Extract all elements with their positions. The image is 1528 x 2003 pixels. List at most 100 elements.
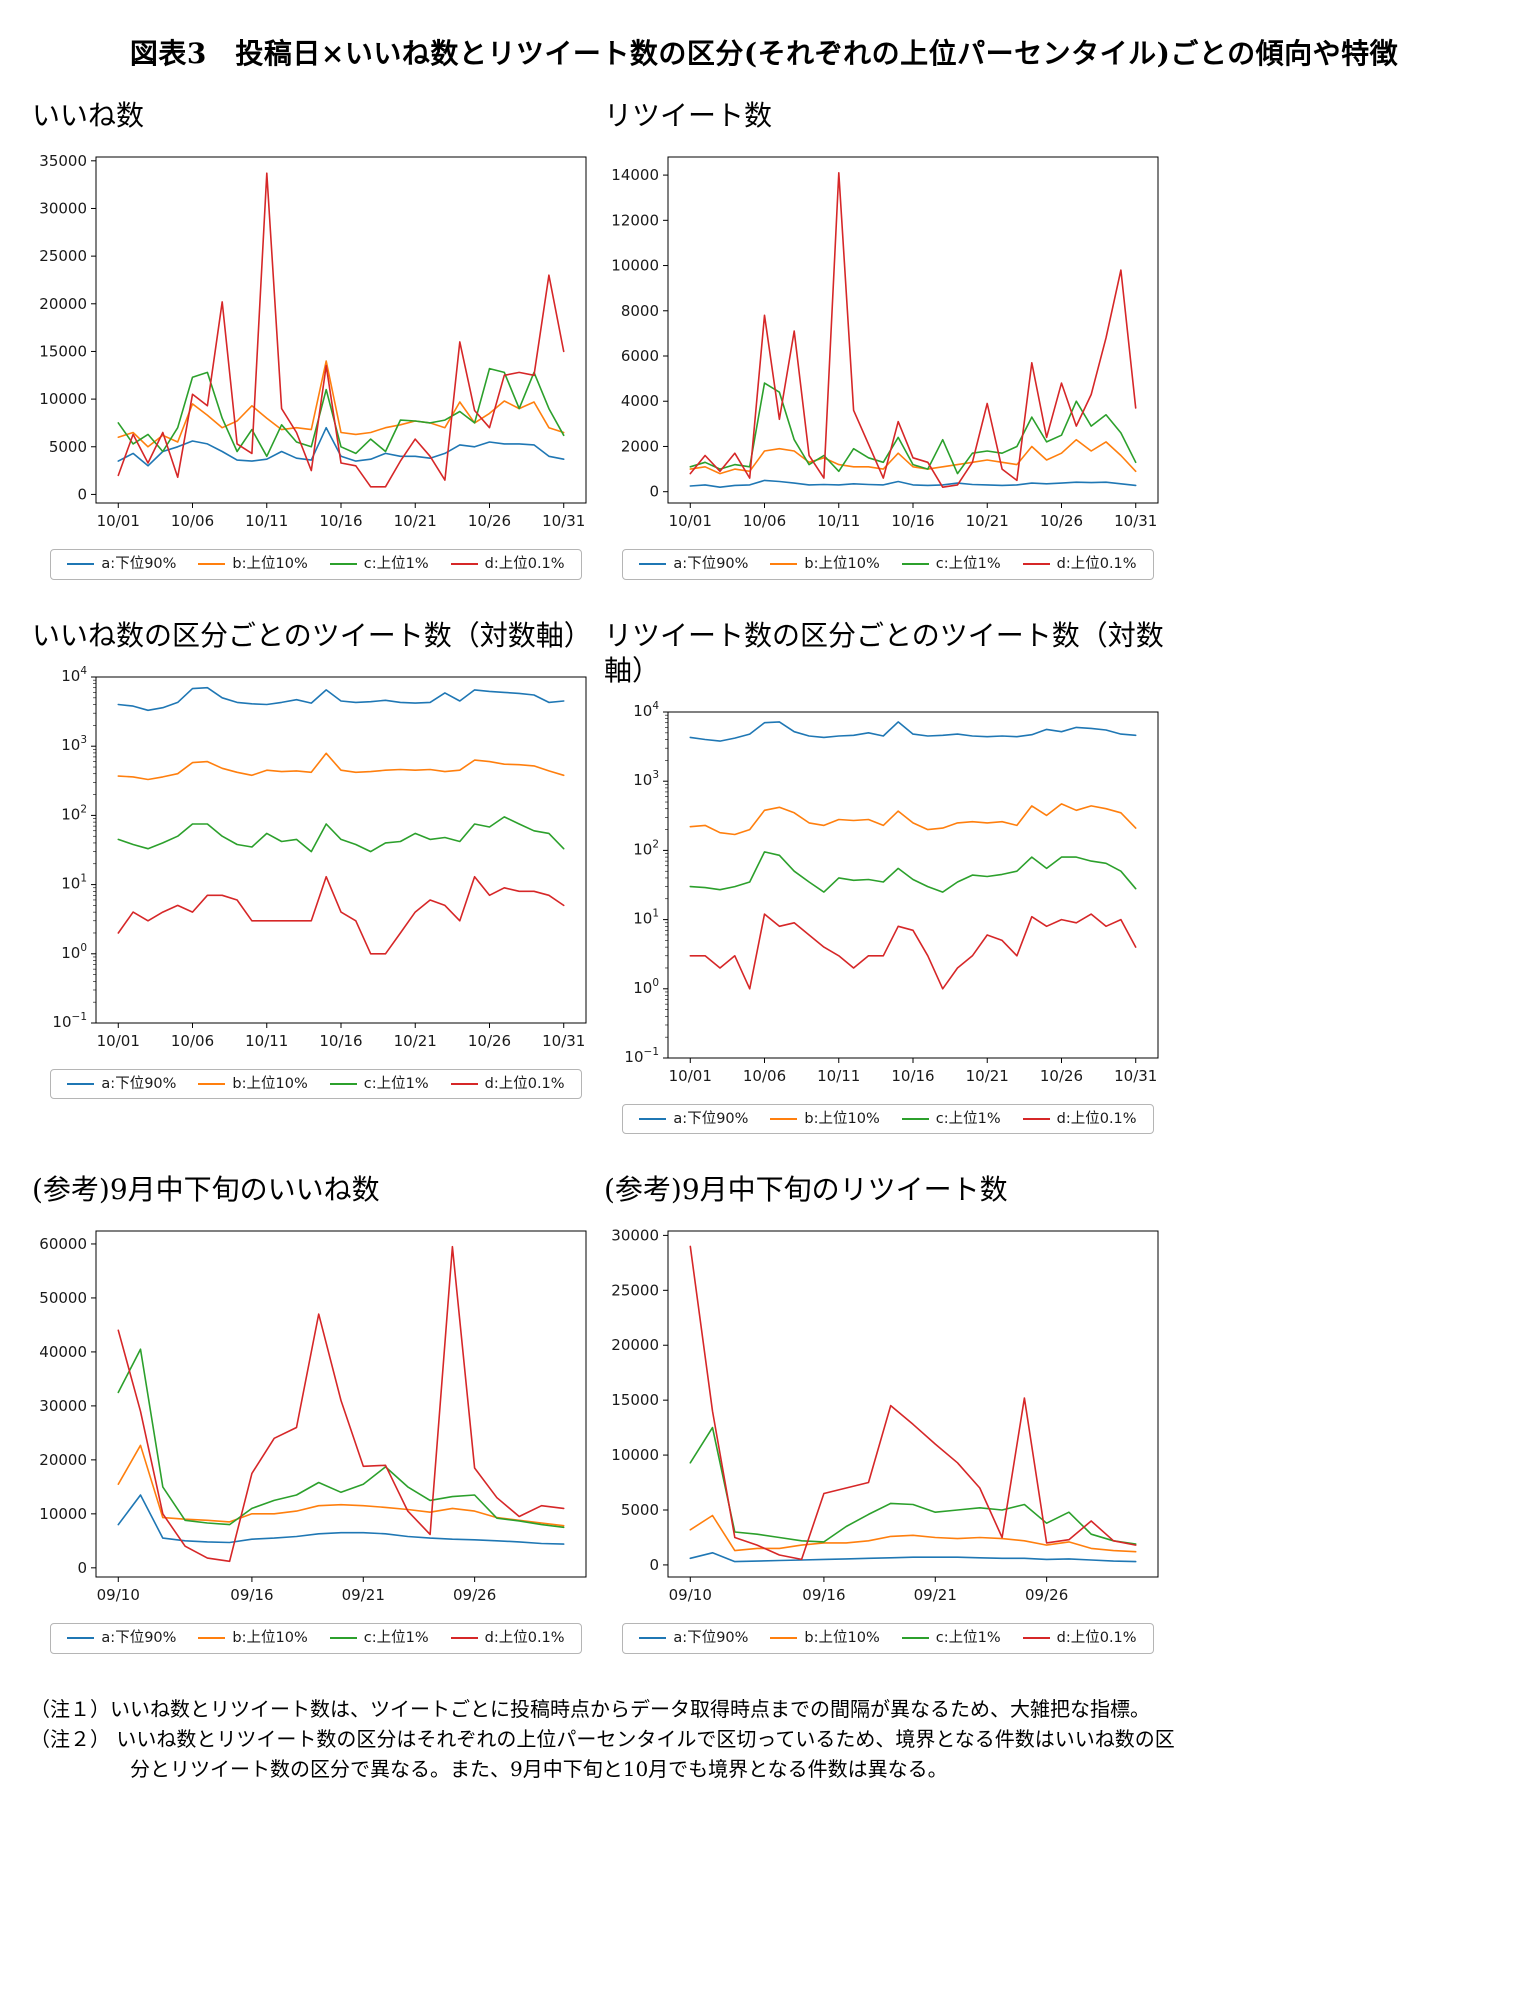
legend-line-swatch [67,563,95,566]
chart-legend-likes-log: a:下位90% b:上位10% c:上位1% d:上位0.1% [50,1068,582,1099]
chart-title-likes-october: いいね数 [32,99,145,132]
svg-text:0: 0 [649,483,659,501]
legend-item: a:下位90% [67,1631,176,1646]
svg-text:10/31: 10/31 [542,1032,585,1050]
svg-text:10/11: 10/11 [817,1067,860,1085]
legend-wrap: a:下位90% b:上位10% c:上位1% d:上位0.1% [30,1068,602,1099]
legend-label: c:上位1% [935,1630,1001,1646]
legend-line-swatch [770,1637,798,1640]
svg-text:10/01: 10/01 [97,512,140,530]
legend-wrap: a:下位90% b:上位10% c:上位1% d:上位0.1% [30,1623,602,1654]
legend-label: b:上位10% [804,1630,880,1646]
chart-canvas-retweets-october: 0 2000 4000 6000 8000 10000 12000 14000 10/01 10/… [602,143,1174,543]
svg-text:09/16: 09/16 [802,1586,845,1604]
svg-text:10/21: 10/21 [966,512,1009,530]
series-line-d [117,172,565,488]
legend-item: a:下位90% [639,557,748,572]
svg-text:10/06: 10/06 [171,512,214,530]
svg-text:20000: 20000 [39,1451,87,1469]
page: 図表3 投稿日×いいね数とリツイート数の区分(それぞれの上位パーセンタイル)ごと… [30,37,1399,1781]
legend-line-swatch [329,1082,357,1085]
legend-line-swatch [198,1082,226,1085]
legend-label: d:上位0.1% [484,1630,565,1646]
series-line-b [689,802,1137,835]
legend-item: d:上位0.1% [450,1630,565,1646]
chart-title-likes-september: (参考)9月中下旬のいいね数 [32,1173,380,1206]
legend-wrap: a:下位90% b:上位10% c:上位1% d:上位0.1% [602,549,1174,580]
legend-line-swatch [639,563,667,566]
legend-label: a:下位90% [673,1110,749,1127]
svg-text:104: 104 [633,700,659,720]
svg-text:30000: 30000 [39,1397,87,1415]
figure-title: 図表3 投稿日×いいね数とリツイート数の区分(それぞれの上位パーセンタイル)ごと… [129,37,1399,70]
chart-svg-retweets-september: 0 5000 10000 15000 20000 25000 30000 09/10 09/16… [611,1226,1159,1604]
legend-label: a:下位90% [673,1630,749,1646]
series-line-c [689,850,1137,893]
legend-item: c:上位1% [329,1075,429,1092]
svg-text:10000: 10000 [611,1446,659,1464]
legend-item: c:上位1% [329,556,429,572]
svg-text:35000: 35000 [39,152,87,170]
legend-label: b:上位10% [232,1075,308,1092]
legend-label: c:上位1% [935,1110,1001,1127]
svg-text:10000: 10000 [611,257,659,275]
legend-line-swatch [450,563,478,566]
legend-item: a:下位90% [67,1076,176,1092]
chart-title-retweets-september: (参考)9月中下旬のリツイート数 [604,1173,1008,1206]
legend-item: b:上位10% [770,1111,880,1127]
legend-item: b:上位10% [770,556,880,572]
svg-text:103: 103 [633,769,659,789]
svg-text:10/11: 10/11 [245,512,288,530]
legend-item: c:上位1% [329,1631,429,1646]
svg-text:101: 101 [633,907,659,927]
chart-svg-retweets-october: 0 2000 4000 6000 8000 10000 12000 14000 10/01 10/… [611,156,1159,530]
series-line-c [117,1348,565,1529]
svg-text:10−1: 10−1 [624,1046,659,1066]
legend-label: d:上位0.1% [1056,1110,1137,1127]
chart-svg-retweets-tweet-count-log: 10−1 100 101 102 103 104 10/01 10/06 10/11 10/16 1… [624,700,1159,1085]
chart-legend-likes-september: a:下位90% b:上位10% c:上位1% d:上位0.1% [50,1623,582,1654]
legend-line-swatch [450,1082,478,1085]
svg-text:100: 100 [61,941,87,961]
legend-line-swatch [1022,1117,1050,1120]
legend-line-swatch [770,563,798,566]
svg-text:12000: 12000 [611,211,659,229]
legend-item: a:下位90% [67,557,176,572]
svg-text:10/16: 10/16 [891,512,934,530]
legend-label: c:上位1% [363,1075,429,1092]
legend-item: d:上位0.1% [450,1076,565,1092]
svg-text:09/21: 09/21 [342,1586,385,1604]
legend-item: d:上位0.1% [1022,1110,1137,1127]
series-line-b [117,360,565,448]
legend-label: c:上位1% [363,556,429,572]
svg-text:10/11: 10/11 [817,512,860,530]
series-line-a [117,1494,565,1545]
legend-item: b:上位10% [198,556,308,572]
svg-text:10/31: 10/31 [1114,1067,1157,1085]
svg-text:09/26: 09/26 [453,1586,496,1604]
legend-item: a:下位90% [639,1110,749,1127]
svg-text:6000: 6000 [621,347,659,365]
footnote-2: （注２） いいね数とリツイート数の区分はそれぞれの上位パーセンタイルで区切ってい… [30,1726,1175,1781]
series-line-d [689,912,1137,990]
chart-canvas-likes-september: 0 10000 20000 30000 40000 50000 60000 09/10 09/1… [30,1217,602,1617]
svg-text:10/26: 10/26 [468,512,511,530]
legend-line-swatch [1022,563,1050,566]
footnote-1: （注１）いいね数とリツイート数は、ツイートごとに投稿時点からデータ取得時点までの… [30,1696,1150,1721]
svg-text:10/26: 10/26 [468,1032,511,1050]
svg-text:10−1: 10−1 [52,1011,87,1031]
svg-text:101: 101 [61,872,87,892]
svg-text:10000: 10000 [39,1505,87,1523]
legend-label: a:下位90% [101,556,177,572]
series-line-a [689,479,1137,489]
chart-title-retweets-october: リツイート数 [604,99,773,132]
series-line-a [117,686,565,711]
legend-label: b:上位10% [804,556,880,572]
legend-item: b:上位10% [770,1630,880,1646]
svg-text:10/26: 10/26 [1040,1067,1083,1085]
svg-text:20000: 20000 [611,1336,659,1354]
svg-text:25000: 25000 [39,247,87,265]
svg-text:0: 0 [77,485,87,503]
svg-text:09/10: 09/10 [669,1586,712,1604]
legend-label: b:上位10% [232,556,308,572]
